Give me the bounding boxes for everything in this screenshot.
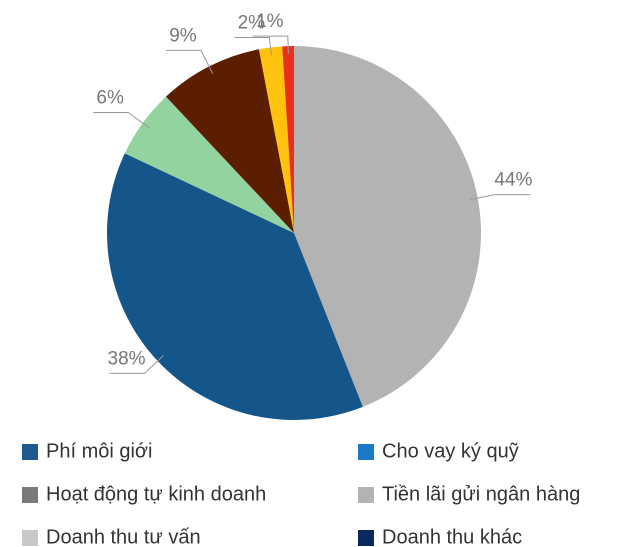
leader-line — [165, 49, 214, 74]
legend-label: Cho vay ký quỹ — [382, 440, 519, 462]
legend-label: Phí môi giới — [46, 440, 152, 462]
legend-swatch — [358, 444, 374, 460]
leader-line — [234, 37, 273, 56]
slice-label: 6% — [96, 88, 124, 109]
pie-slice — [107, 153, 363, 420]
pie-slice — [294, 46, 482, 407]
slice-label: 1% — [256, 11, 284, 32]
legend-label: Hoạt động tự kinh doanh — [46, 483, 266, 505]
legend-label: Tiền lãi gửi ngân hàng — [382, 483, 580, 505]
slice-label: 38% — [108, 348, 146, 369]
legend-swatch — [22, 487, 38, 503]
leader-line — [93, 112, 150, 129]
leader-line — [469, 194, 531, 200]
legend-swatch — [22, 530, 38, 546]
slice-label: 2% — [238, 13, 266, 34]
slice-label: 44% — [494, 170, 532, 191]
legend-label: Doanh thu tư vấn — [46, 526, 201, 547]
legend-label: Doanh thu khác — [382, 526, 522, 547]
pie-slice — [258, 46, 294, 233]
leader-line — [252, 35, 289, 55]
legend-swatch — [358, 487, 374, 503]
pie-slice — [124, 96, 295, 234]
legend-swatch — [358, 530, 374, 546]
slice-label: 9% — [169, 25, 197, 46]
leader-line — [109, 355, 164, 374]
pie-slice — [282, 46, 294, 233]
legend-swatch — [22, 444, 38, 460]
pie-slice — [165, 49, 294, 233]
